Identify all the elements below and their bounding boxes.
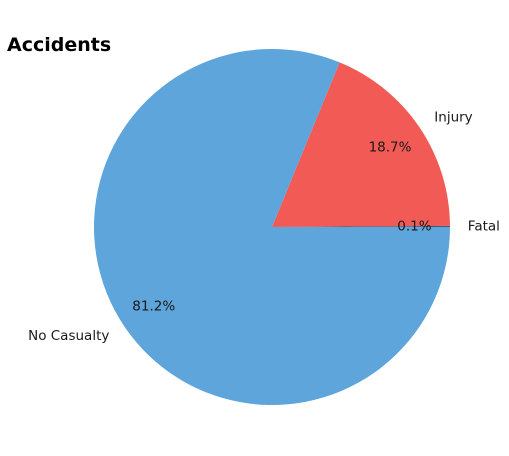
slice-label-injury: Injury bbox=[434, 109, 472, 125]
slice-label-no-casualty: No Casualty bbox=[28, 328, 109, 344]
slice-percent-fatal: 0.1% bbox=[397, 219, 431, 235]
slice-percent-no-casualty: 81.2% bbox=[132, 298, 175, 314]
slice-percent-injury: 18.7% bbox=[369, 139, 412, 155]
slice-label-fatal: Fatal bbox=[468, 218, 500, 234]
